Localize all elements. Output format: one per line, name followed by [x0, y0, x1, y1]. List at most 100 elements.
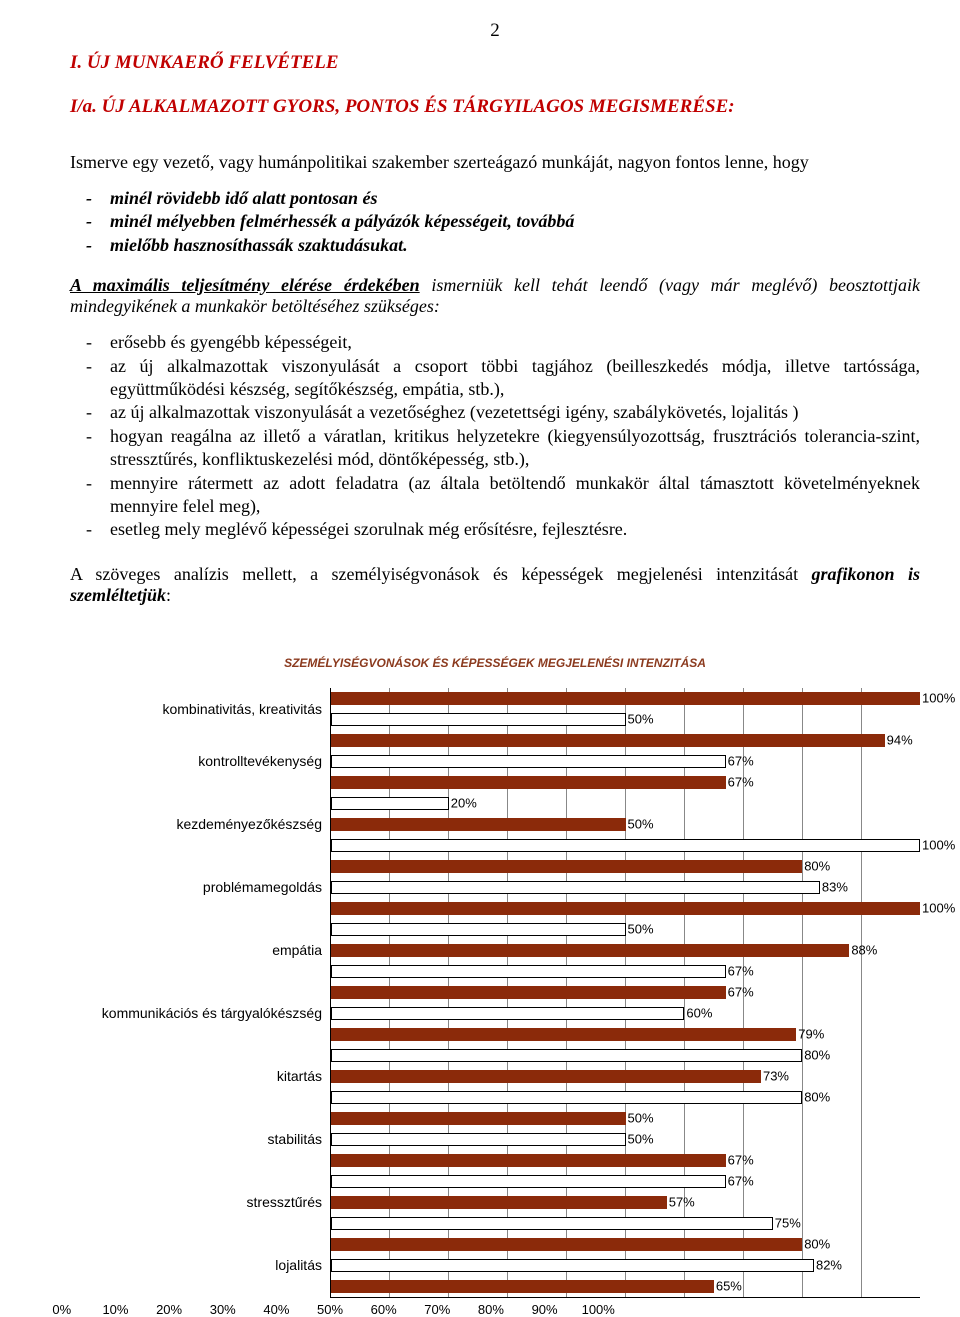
chart-bar: 65%	[331, 1280, 714, 1293]
chart-bar-value: 50%	[625, 712, 654, 727]
chart-bar: 80%	[331, 1238, 802, 1251]
chart-y-label: empátia	[70, 919, 330, 982]
chart-bar-row: 50%	[331, 709, 920, 730]
chart-bar: 50%	[331, 818, 626, 831]
chart-bar-row: 75%	[331, 1213, 920, 1234]
chart-x-tick: 20%	[142, 1302, 196, 1317]
chart-bar-row: 20%	[331, 793, 920, 814]
chart-bar: 67%	[331, 986, 726, 999]
intro-paragraph: Ismerve egy vezető, vagy humánpolitikai …	[70, 152, 920, 173]
list-item: az új alkalmazottak viszonyulását a veze…	[110, 401, 920, 424]
chart-bar-row: 65%	[331, 1276, 920, 1297]
chart-bar-row: 100%	[331, 688, 920, 709]
chart-bar: 67%	[331, 965, 726, 978]
chart-plot-area: 100%50%94%67%67%20%50%100%80%83%100%50%8…	[330, 688, 920, 1298]
chart-x-tick: 100%	[571, 1302, 625, 1317]
chart-title: SZEMÉLYISÉGVONÁSOK ÉS KÉPESSÉGEK MEGJELE…	[70, 656, 920, 670]
chart-bar: 50%	[331, 1133, 626, 1146]
chart-bar-value: 65%	[713, 1279, 742, 1294]
chart-bar-row: 80%	[331, 856, 920, 877]
chart-x-tick: 40%	[250, 1302, 304, 1317]
chart-bar-row: 73%	[331, 1066, 920, 1087]
chart-bar: 50%	[331, 1112, 626, 1125]
chart-bar-row: 67%	[331, 1171, 920, 1192]
list-item: erősebb és gyengébb képességeit,	[110, 331, 920, 354]
chart-bar-value: 67%	[725, 985, 754, 1000]
chart-bar: 73%	[331, 1070, 761, 1083]
list-item: minél mélyebben felmérhessék a pályázók …	[110, 210, 920, 233]
chart-bar: 94%	[331, 734, 885, 747]
chart-bar-row: 50%	[331, 814, 920, 835]
paragraph-3: A szöveges analízis mellett, a személyis…	[70, 564, 920, 606]
chart-bar: 20%	[331, 797, 449, 810]
chart-x-tick: 50%	[303, 1302, 357, 1317]
chart-x-tick: 60%	[357, 1302, 411, 1317]
chart-bar: 75%	[331, 1217, 773, 1230]
chart-bar: 60%	[331, 1007, 684, 1020]
chart-bar-row: 50%	[331, 1129, 920, 1150]
chart-bar-row: 67%	[331, 961, 920, 982]
chart-bar-value: 75%	[772, 1216, 801, 1231]
chart-bar: 100%	[331, 692, 920, 705]
list-item: hogyan reagálna az illető a váratlan, kr…	[110, 425, 920, 472]
chart-x-tick: 30%	[196, 1302, 250, 1317]
chart-y-label: lojalitás	[70, 1234, 330, 1297]
chart-bar-row: 67%	[331, 751, 920, 772]
chart-bar: 79%	[331, 1028, 796, 1041]
chart-bar-value: 67%	[725, 1174, 754, 1189]
chart-y-label: stabilitás	[70, 1108, 330, 1171]
chart-bar-row: 80%	[331, 1087, 920, 1108]
chart-bar-row: 80%	[331, 1045, 920, 1066]
chart-bar: 88%	[331, 944, 849, 957]
chart-bar-row: 57%	[331, 1192, 920, 1213]
chart-bar-row: 67%	[331, 1150, 920, 1171]
list-item: minél rövidebb idő alatt pontosan és	[110, 187, 920, 210]
chart-bar: 100%	[331, 839, 920, 852]
para3-post: :	[166, 585, 171, 605]
chart-bar-row: 94%	[331, 730, 920, 751]
chart-bar: 57%	[331, 1196, 667, 1209]
chart-bar: 67%	[331, 1154, 726, 1167]
chart-bar: 83%	[331, 881, 820, 894]
chart-bar-value: 82%	[813, 1258, 842, 1273]
chart-y-label: kitartás	[70, 1045, 330, 1108]
chart-bar-value: 57%	[666, 1195, 695, 1210]
chart-bar-row: 67%	[331, 982, 920, 1003]
chart-bar: 82%	[331, 1259, 814, 1272]
heading-sub: I/a. ÚJ ALKALMAZOTT GYORS, PONTOS ÉS TÁR…	[70, 96, 920, 118]
chart-bar-value: 67%	[725, 1153, 754, 1168]
chart-bar-value: 100%	[919, 691, 955, 706]
chart-bar-value: 50%	[625, 1111, 654, 1126]
chart-x-tick: 10%	[89, 1302, 143, 1317]
chart-y-label: stressztűrés	[70, 1171, 330, 1234]
chart-bar: 67%	[331, 1175, 726, 1188]
chart-bar-value: 67%	[725, 754, 754, 769]
chart-bar-value: 80%	[801, 859, 830, 874]
bullet-list-2: erősebb és gyengébb képességeit, az új al…	[70, 331, 920, 542]
chart-bar: 80%	[331, 860, 802, 873]
chart-bar: 67%	[331, 776, 726, 789]
chart-bar: 67%	[331, 755, 726, 768]
chart-bar: 80%	[331, 1049, 802, 1062]
chart-bar-value: 50%	[625, 1132, 654, 1147]
chart-bar-value: 50%	[625, 817, 654, 832]
chart-bar-value: 60%	[683, 1006, 712, 1021]
list-item: mielőbb hasznosíthassák szaktudásukat.	[110, 234, 920, 257]
chart-x-axis: 0%10%20%30%40%50%60%70%80%90%100%	[330, 1302, 920, 1317]
chart-bar: 50%	[331, 713, 626, 726]
chart-bar-row: 100%	[331, 835, 920, 856]
chart-y-label: kombinativitás, kreativitás	[70, 688, 330, 730]
chart-y-label: kommunikációs és tárgyalókészség	[70, 982, 330, 1045]
chart-bar-value: 79%	[795, 1027, 824, 1042]
chart-bar-row: 82%	[331, 1255, 920, 1276]
chart-y-label: kontrolltevékenység	[70, 730, 330, 793]
chart-y-label: problémamegoldás	[70, 856, 330, 919]
chart-bar-row: 80%	[331, 1234, 920, 1255]
chart-bar-row: 67%	[331, 772, 920, 793]
list-item: mennyire rátermett az adott feladatra (a…	[110, 472, 920, 519]
chart-bars: 100%50%94%67%67%20%50%100%80%83%100%50%8…	[331, 688, 920, 1297]
heading-main: I. ÚJ MUNKAERŐ FELVÉTELE	[70, 52, 920, 74]
chart-bar: 100%	[331, 902, 920, 915]
chart-x-tick: 0%	[35, 1302, 89, 1317]
para3-pre: A szöveges analízis mellett, a személyis…	[70, 564, 812, 584]
